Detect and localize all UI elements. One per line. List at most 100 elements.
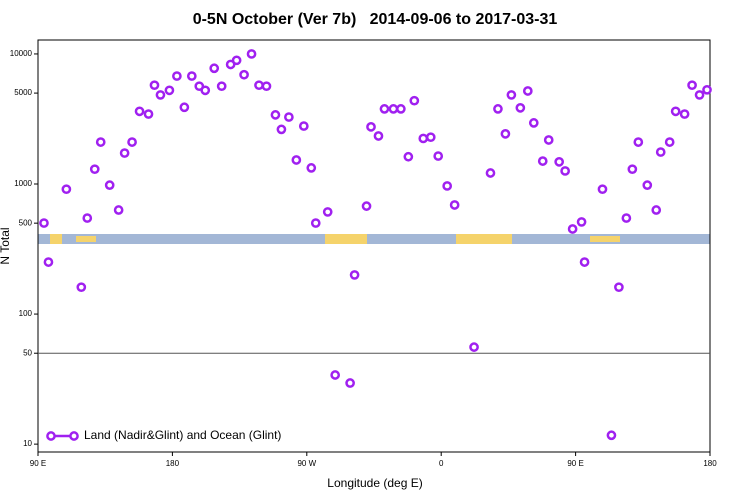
point (433, 151, 444, 161)
point (366, 122, 376, 132)
point (89, 164, 100, 175)
point (442, 181, 453, 191)
point (379, 104, 390, 114)
x-tick-label: 180 (166, 459, 180, 468)
point (254, 80, 264, 91)
point (310, 218, 321, 228)
point (506, 90, 517, 100)
point (606, 430, 617, 441)
point (597, 184, 608, 195)
point (373, 131, 384, 141)
point (345, 378, 355, 388)
point (298, 121, 309, 131)
point (388, 104, 399, 114)
point (164, 85, 175, 96)
point (216, 81, 227, 92)
point (95, 137, 106, 147)
point (655, 147, 666, 157)
y-tick-label: 10 (23, 439, 32, 448)
point (143, 109, 154, 119)
point (155, 90, 166, 100)
point (276, 124, 287, 135)
point (186, 71, 197, 81)
point (396, 104, 406, 114)
point (209, 63, 220, 74)
y-tick-label: 500 (19, 218, 33, 227)
x-tick-label: 90 W (297, 459, 316, 468)
point (425, 132, 436, 143)
chart-title: 0-5N October (Ver 7b) 2014-09-06 to 2017… (193, 11, 558, 28)
legend-marker (69, 431, 79, 441)
point (642, 180, 653, 190)
point (493, 104, 503, 114)
point (469, 342, 479, 352)
y-tick-label: 10000 (10, 49, 33, 58)
y-tick-label: 50 (23, 348, 32, 357)
point (409, 95, 420, 106)
x-tick-label: 90 E (30, 459, 46, 468)
point (515, 103, 526, 113)
point (179, 102, 190, 113)
point (361, 201, 372, 211)
point (261, 81, 272, 92)
point (537, 156, 548, 166)
point (149, 80, 160, 91)
point (403, 151, 414, 162)
point (560, 166, 570, 176)
point (670, 106, 681, 117)
point (576, 217, 587, 227)
point (485, 168, 496, 178)
x-tick-label: 180 (703, 459, 717, 468)
point (614, 282, 624, 293)
point (113, 205, 124, 215)
point (119, 148, 130, 158)
legend-marker (46, 431, 56, 441)
point (522, 86, 533, 96)
point (567, 224, 578, 234)
point (633, 137, 644, 147)
map-strip (38, 234, 710, 244)
y-tick-label: 100 (19, 309, 33, 318)
point (61, 184, 72, 195)
point (134, 106, 145, 117)
point (651, 205, 662, 215)
plot-frame (37, 39, 711, 453)
point (270, 110, 281, 120)
point (127, 137, 137, 147)
y-axis-label: N Total (0, 227, 12, 264)
point (679, 109, 690, 119)
point (291, 155, 302, 165)
point (330, 370, 341, 380)
point (702, 84, 712, 95)
legend-label: Land (Nadir&Glint) and Ocean (Glint) (84, 428, 281, 442)
x-tick-label: 0 (439, 459, 444, 468)
point (687, 80, 697, 91)
y-tick-label: 1000 (14, 179, 32, 188)
point (39, 218, 49, 228)
point (543, 135, 554, 145)
point (627, 164, 638, 175)
point (449, 200, 460, 210)
point (322, 207, 333, 217)
x-axis-label: Longitude (deg E) (327, 476, 422, 490)
point (231, 55, 242, 66)
point (418, 133, 429, 144)
point (284, 112, 294, 122)
point (621, 213, 632, 223)
point (246, 49, 257, 59)
point (664, 137, 675, 147)
point (500, 129, 511, 139)
point (306, 163, 317, 173)
x-tick-label: 90 E (567, 459, 583, 468)
point (172, 71, 182, 81)
point (554, 157, 565, 167)
point (76, 282, 87, 293)
point (104, 180, 115, 190)
point (200, 85, 211, 96)
point (579, 257, 590, 267)
y-tick-label: 5000 (14, 88, 32, 97)
point (349, 270, 360, 280)
point (528, 118, 539, 128)
point (82, 213, 93, 223)
